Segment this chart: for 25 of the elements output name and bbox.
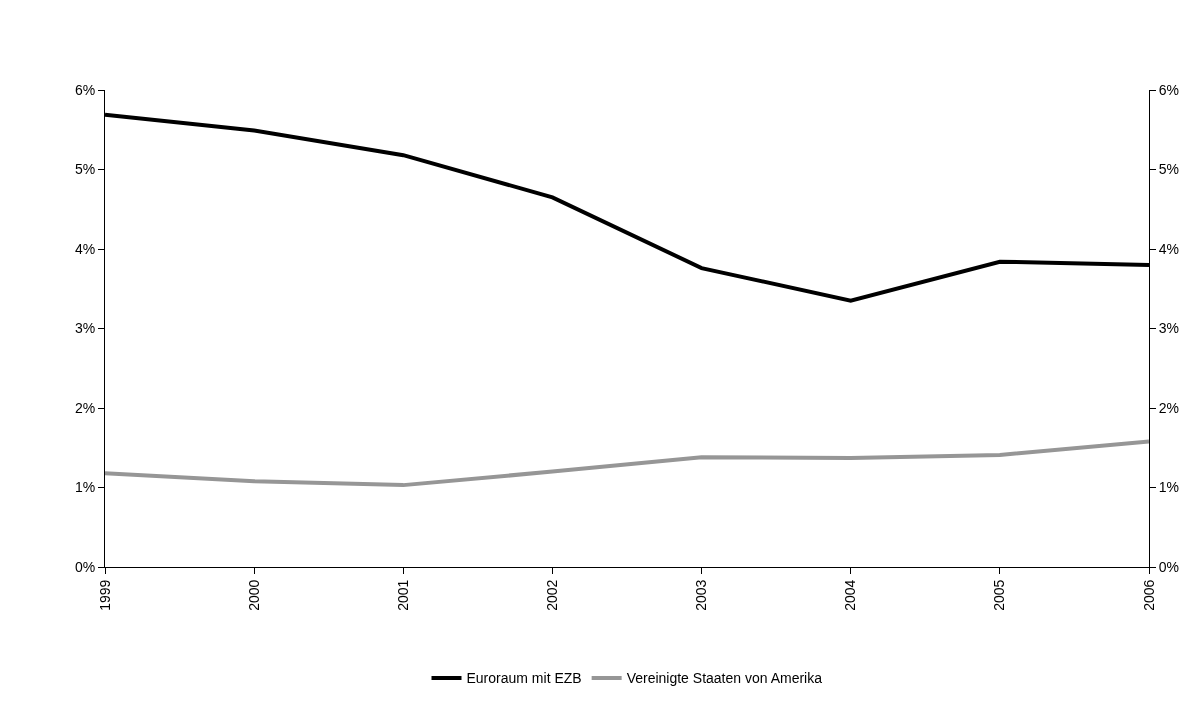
line-series [105, 439, 1149, 488]
y2-tick-label: 6% [1158, 81, 1180, 98]
y-tick-label: 4% [74, 240, 96, 257]
x-tick-label: 2004 [842, 579, 859, 611]
y2-tick-label: 2% [1158, 399, 1180, 416]
x-tick-label: 2006 [1140, 579, 1157, 611]
y2-tick-label: 0% [1158, 558, 1180, 575]
x-tick-label: 2003 [693, 579, 710, 611]
y-tick-label: 1% [74, 479, 96, 496]
legend-label: Vereinigte Staaten von Amerika [626, 670, 823, 687]
y-tick-label: 2% [74, 399, 96, 416]
x-tick-label: 2005 [991, 579, 1008, 611]
y2-tick-label: 5% [1158, 161, 1180, 178]
x-tick-label: 2001 [394, 579, 411, 611]
y2-tick-label: 1% [1158, 479, 1180, 496]
y-tick-label: 6% [74, 81, 96, 98]
x-tick-label: 1999 [96, 579, 113, 611]
y2-tick-label: 3% [1158, 320, 1180, 337]
y2-tick-label: 4% [1158, 240, 1180, 257]
x-tick-label: 2000 [245, 579, 262, 611]
y-tick-label: 5% [74, 161, 96, 178]
x-tick-label: 2002 [543, 579, 560, 611]
y-tick-label: 0% [74, 558, 96, 575]
y-tick-label: 3% [74, 320, 96, 337]
legend-label: Euroraum mit EZB [466, 670, 582, 687]
